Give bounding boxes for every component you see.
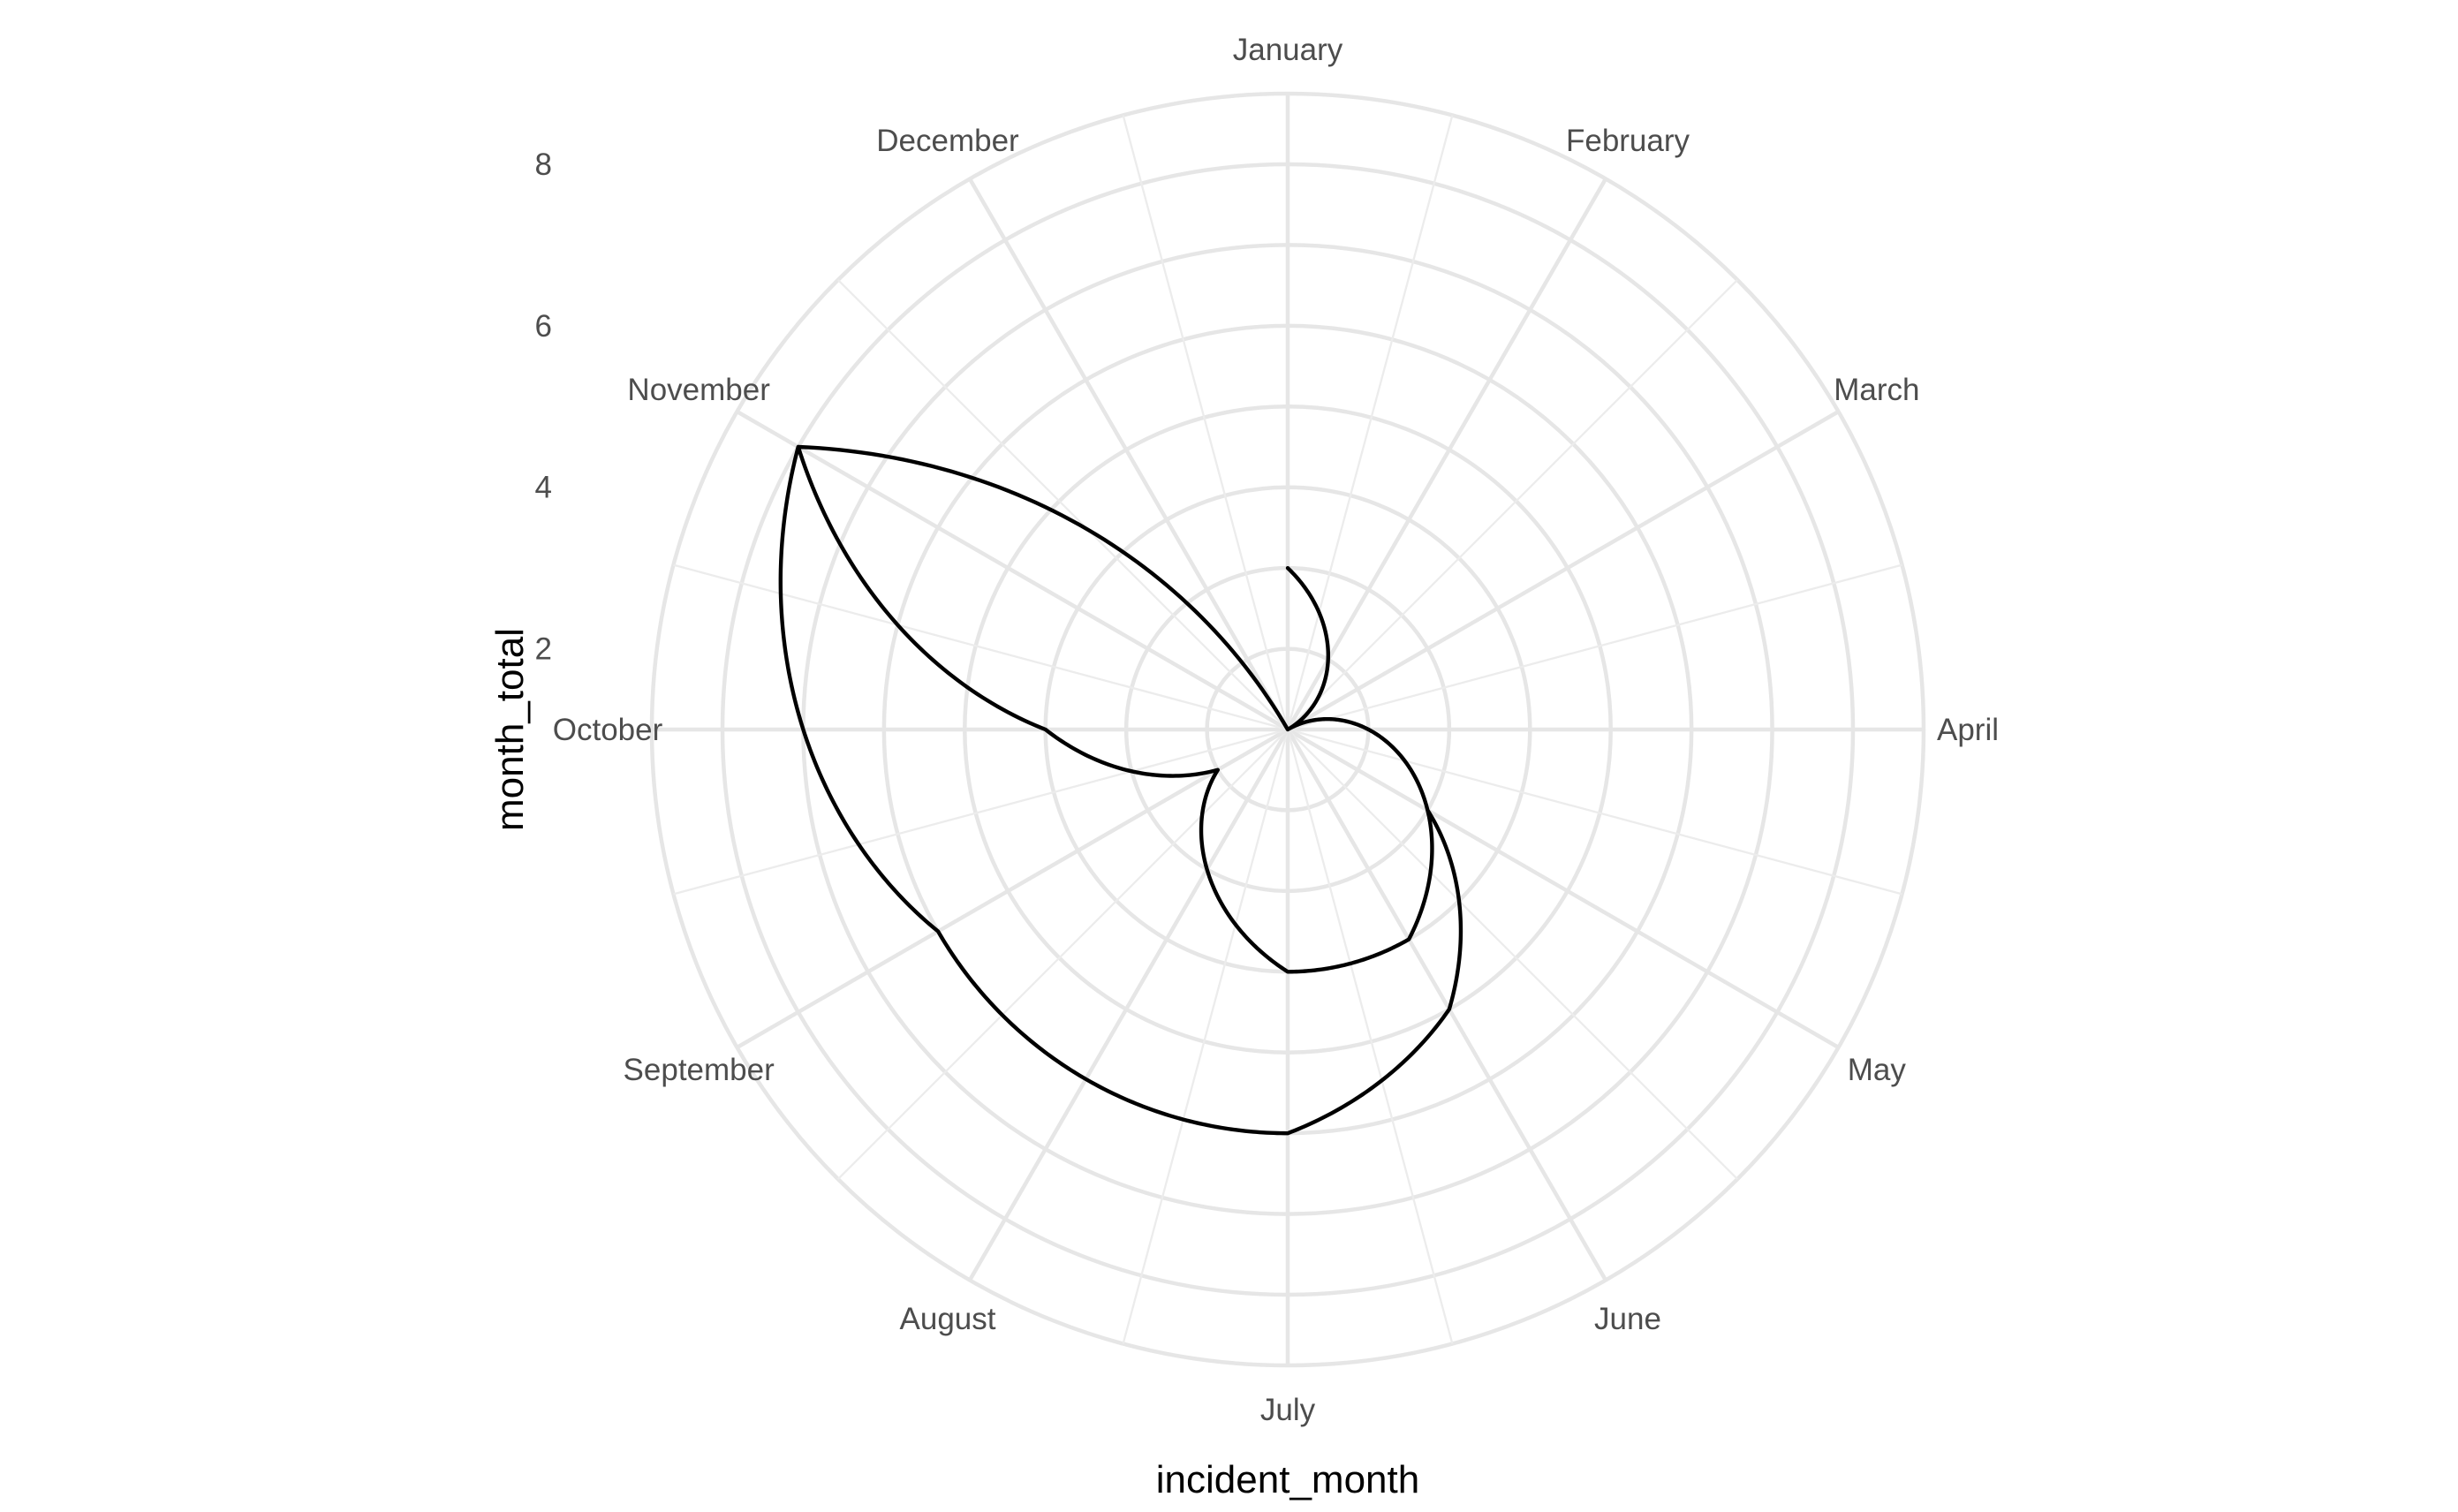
grid-spoke [1286,178,1607,731]
radial-tick-labels: 2 4 6 8 [535,147,552,667]
grid-spoke-minor [837,279,1289,730]
month-label-march: March [1834,373,1919,407]
month-label-january: January [1233,33,1343,67]
radial-tick-label: 8 [535,147,552,182]
month-label-december: December [876,124,1019,158]
grid-spoke [968,728,1290,1281]
series-line [778,444,1463,1136]
polar-grid [649,91,1926,1368]
month-label-may: May [1848,1053,1907,1087]
grid-spoke-minor [1286,729,1454,1344]
grid-spoke [1286,410,1840,731]
grid-spoke-minor [1122,729,1290,1344]
month-label-september: September [624,1053,775,1087]
x-axis-title: incident_month [1156,1458,1419,1501]
grid-spoke-minor [1287,279,1738,730]
grid-spoke-minor [1122,115,1290,730]
grid-spoke-minor [1287,729,1738,1180]
radial-tick-label: 6 [535,309,552,344]
month-labels: January February March April May June July Augu… [553,33,1999,1427]
month-label-april: April [1937,713,1999,747]
month-label-july: July [1260,1393,1316,1427]
grid-spoke [736,728,1290,1049]
radial-tick-label: 4 [535,471,552,505]
grid-spoke-minor [837,729,1289,1180]
grid-spoke [736,410,1290,731]
month-label-june: June [1594,1302,1661,1336]
month-label-august: August [900,1302,996,1336]
grid-spoke [1286,728,1607,1281]
grid-spoke [1286,728,1840,1049]
grid-spoke [968,178,1290,731]
month-label-october: October [553,713,663,747]
radial-tick-label: 2 [535,632,552,667]
data-series [778,444,1463,1136]
grid-spoke-minor [1287,728,1902,896]
month-label-november: November [627,373,770,407]
y-axis-title: month_total [488,628,532,831]
grid-spoke-minor [1287,563,1902,731]
grid-spoke-minor [1286,115,1454,730]
month-label-february: February [1566,124,1690,158]
grid-spoke-minor [673,728,1289,896]
grid-spoke-minor [673,563,1289,731]
